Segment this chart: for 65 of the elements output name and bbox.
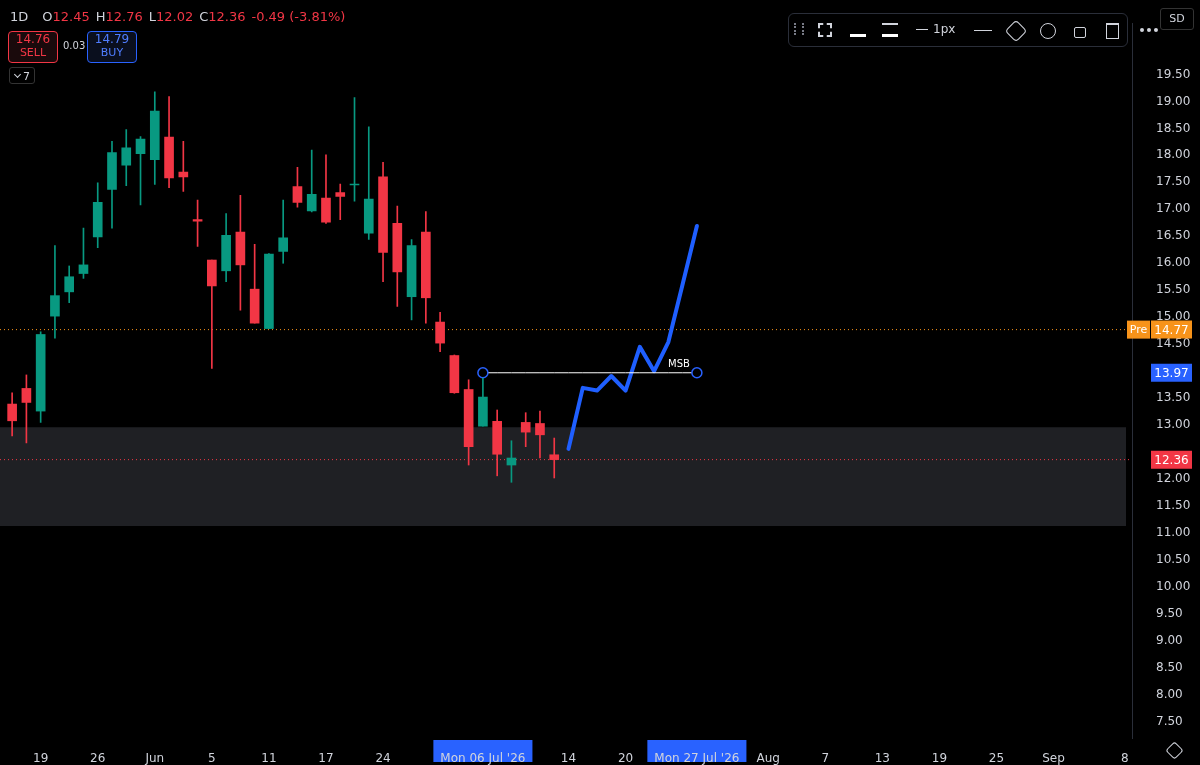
y-tick-label: 14.50 [1156,336,1191,351]
candlestick [50,245,60,339]
x-tick-label: 25 [988,751,1005,765]
x-tick-label: 7 [821,751,830,765]
annotation: 14.79 [93,32,131,46]
x-tick-label: 20 [617,751,634,765]
annotation: O12.45 [42,9,90,24]
y-tick-label: 16.00 [1156,255,1191,270]
y-tick-label: 15.00 [1156,309,1191,324]
x-tick-label: 26 [90,751,106,765]
y-tick-label: 12.00 [1156,471,1191,486]
y-tick-label: 18.00 [1156,147,1191,162]
y-tick-label: 11.50 [1156,498,1191,513]
y-tick-label: 19.00 [1156,93,1191,108]
x-tick-label: Mon 27 Jul '26 [654,751,740,765]
candlestick [207,259,217,369]
y-tick-label: 16.50 [1156,228,1191,243]
text: SD [1160,8,1194,30]
y-tick-label: 17.00 [1156,201,1191,216]
candlestick [278,199,289,264]
y-tick-label: 9.00 [1156,633,1183,648]
y-tick-label: 7.50 [1156,713,1183,728]
annotation: C12.36 [199,9,246,24]
ref-line-label: Pre [1129,323,1148,337]
x-tick-label: 19 [33,751,49,765]
y-tick-label: 9.50 [1156,606,1183,621]
x-tick-label: Mon 06 Jul '26 [440,751,526,765]
y-tick-label: 19.50 [1156,66,1191,81]
annotation: L12.02 [148,9,194,24]
x-tick-label: 5 [208,751,216,765]
text: 12.36 [1154,452,1189,467]
y-tick-label: 10.00 [1156,579,1191,594]
annotation: -0.49 (-3.81%) [251,9,346,24]
annotation: 7 [9,67,35,84]
annotation: 1px [932,22,956,36]
y-tick-label: 10.50 [1156,552,1191,567]
y-tick-label: 8.50 [1156,659,1183,674]
chart-title: 1D [10,9,29,24]
candlestick [335,183,346,220]
x-tick-label: Sep [1042,751,1065,765]
y-tick-label: 13.50 [1156,390,1191,405]
annotation: SELL [18,46,48,60]
y-tick-label: 15.50 [1156,282,1191,297]
y-tick-label: 17.50 [1156,174,1191,189]
x-tick-label: 11 [261,751,277,765]
x-tick-label: Jun [144,751,165,765]
annotation: H12.76 [95,9,143,24]
y-tick-label: 18.50 [1156,120,1191,135]
y-tick-label: 8.00 [1156,686,1183,701]
text: 14.77 [1154,322,1189,337]
annotation: BUY [99,46,125,60]
series-label: MSB [668,358,691,370]
x-tick-label: 14 [560,751,577,765]
x-tick-label: 17 [318,751,334,765]
annotation: 0.03 [63,40,86,51]
x-tick-label: 13 [874,751,890,765]
x-tick-label: 19 [931,751,948,765]
y-tick-label: 13.00 [1156,417,1191,432]
x-tick-label: 24 [375,751,391,765]
annotation: 14.76 [14,32,52,46]
candlestick [178,141,189,192]
x-tick-label: Aug [756,751,780,765]
text: 13.97 [1154,365,1189,380]
x-tick-label: 8 [1121,751,1129,765]
y-tick-label: 11.00 [1156,525,1191,540]
